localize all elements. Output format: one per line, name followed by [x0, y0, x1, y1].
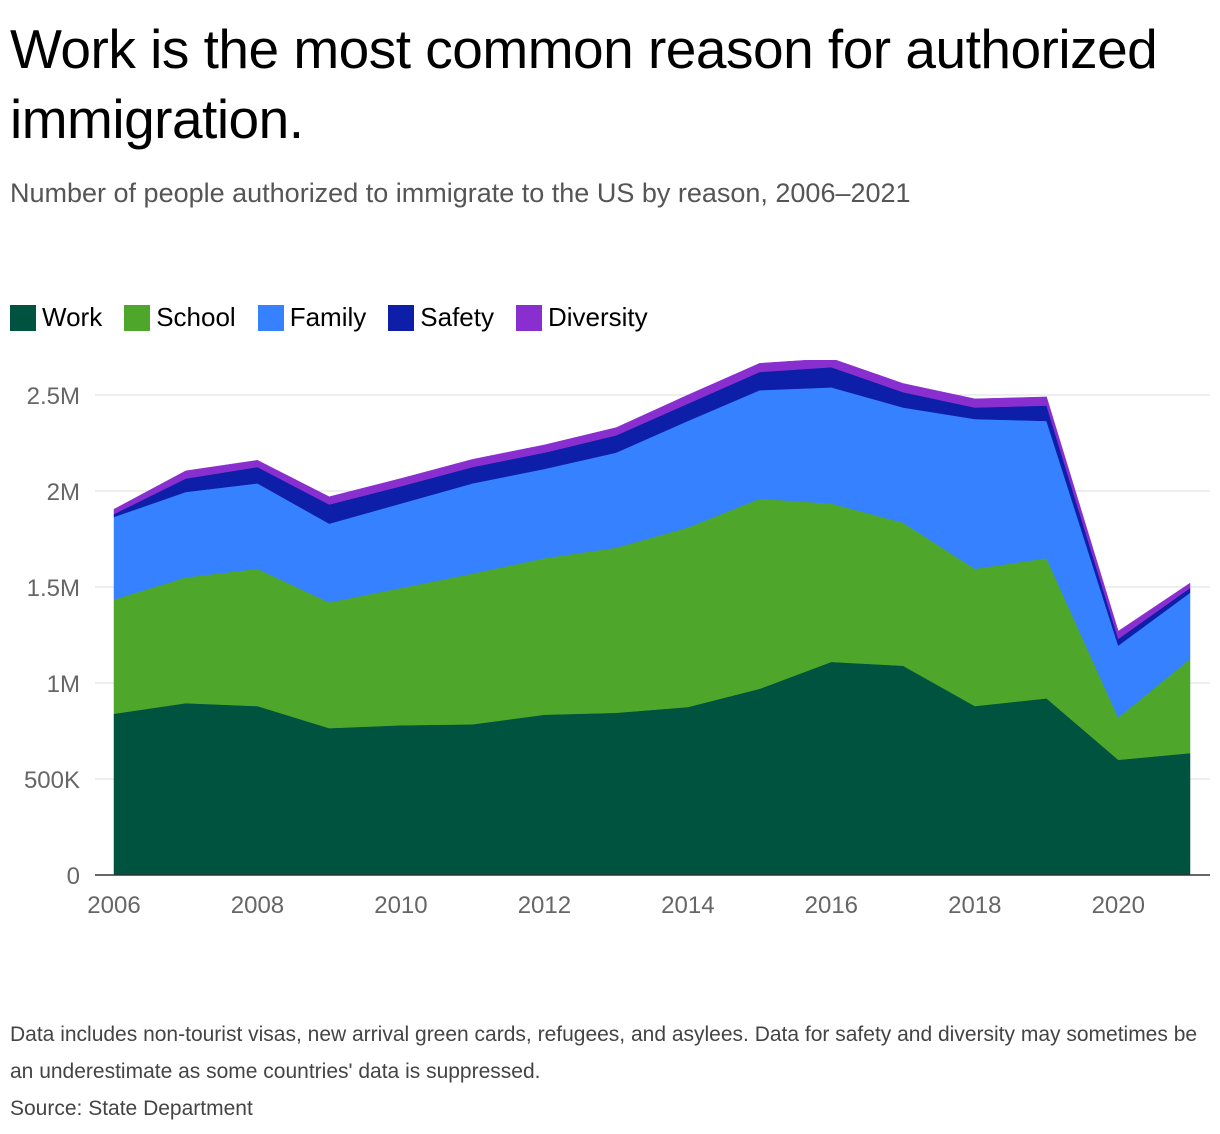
legend-label: Diversity [547, 302, 648, 332]
legend-item-work: Work [10, 302, 102, 333]
y-tick-label: 2.5M [27, 383, 80, 410]
legend-item-school: School [124, 302, 236, 333]
legend-label: Work [42, 302, 103, 332]
legend-swatch [257, 304, 284, 331]
x-tick-label: 2008 [231, 892, 284, 919]
area-series-diversity [113, 360, 1191, 640]
legend-label: School [156, 302, 236, 332]
y-tick-label: 1.5M [27, 575, 80, 602]
x-tick-label: 2014 [661, 892, 714, 919]
y-tick-label: 1M [47, 671, 80, 698]
x-tick-label: 2018 [948, 892, 1001, 919]
chart-title: Work is the most common reason for autho… [10, 18, 1158, 150]
legend-item-family: Family [257, 302, 367, 333]
legend-swatch [388, 304, 415, 331]
chart-subtitle: Number of people authorized to immigrate… [10, 178, 911, 208]
y-tick-label: 0 [67, 863, 80, 890]
legend-label: Family [289, 302, 367, 332]
legend-swatch [10, 304, 36, 331]
x-tick-label: 2006 [87, 892, 140, 919]
legend-swatch [515, 304, 542, 331]
legend-label: Safety [420, 302, 494, 332]
x-tick-label: 2012 [518, 892, 571, 919]
x-tick-label: 2010 [374, 892, 427, 919]
x-tick-label: 2016 [805, 892, 858, 919]
footnote-source: Source: State Department [10, 1097, 253, 1120]
y-tick-label: 2M [47, 479, 80, 506]
legend-swatch [124, 304, 151, 331]
y-tick-label: 500K [24, 767, 80, 794]
area-chart: 0 500K 1M 1.5M 2M 2.5M 2006 2008 2010 2012 2014 201… [24, 360, 1210, 919]
x-tick-label: 2020 [1092, 892, 1145, 919]
footnote-note: Data includes non-tourist visas, new arr… [10, 1023, 1198, 1083]
legend-item-diversity: Diversity [515, 302, 648, 333]
legend: Work School Family Safety Diversity [10, 302, 670, 333]
legend-item-safety: Safety [388, 302, 494, 333]
footnote: Data includes non-tourist visas, new arr… [10, 1016, 1210, 1127]
